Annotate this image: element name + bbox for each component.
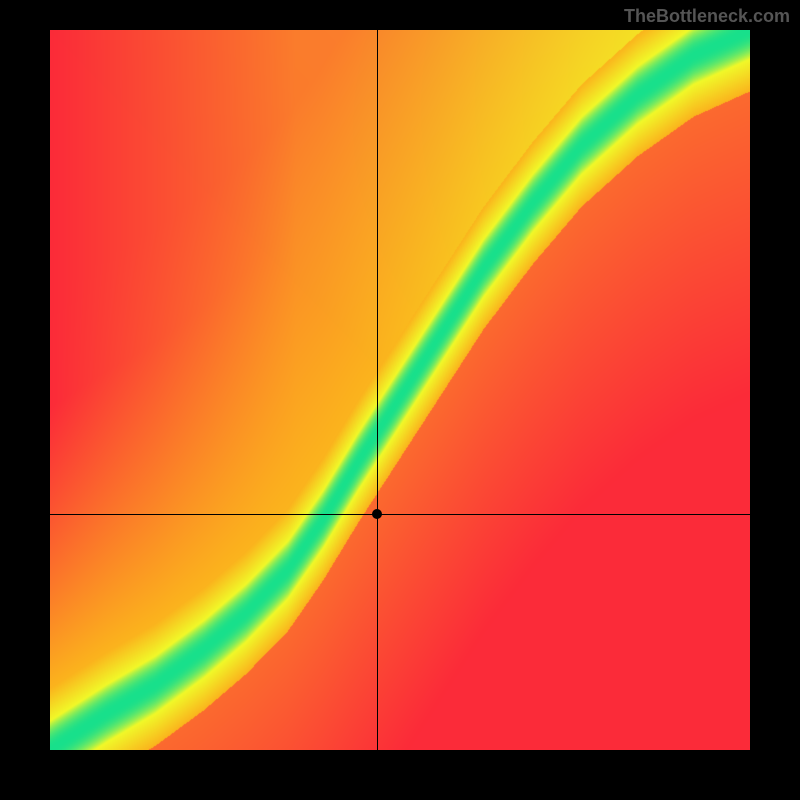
crosshair-horizontal <box>50 514 750 515</box>
watermark-text: TheBottleneck.com <box>624 6 790 27</box>
selection-marker <box>372 509 382 519</box>
heatmap-canvas <box>50 30 750 750</box>
crosshair-vertical <box>377 30 378 750</box>
heatmap-plot <box>50 30 750 750</box>
